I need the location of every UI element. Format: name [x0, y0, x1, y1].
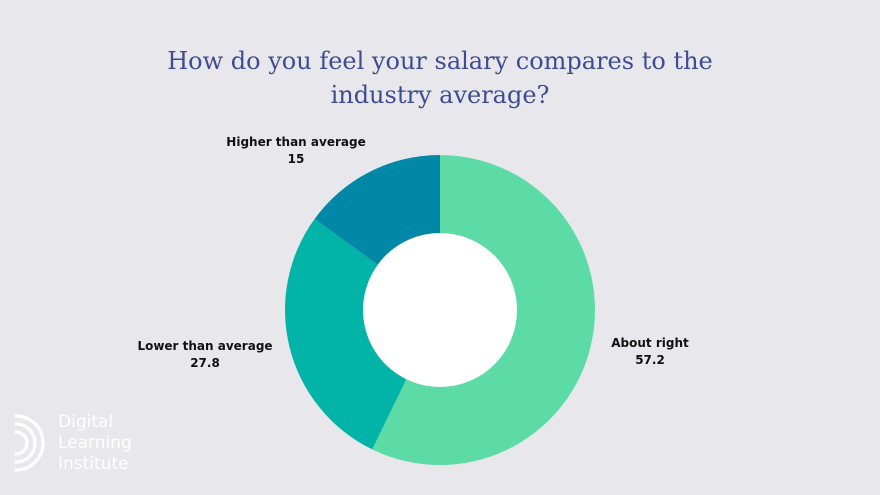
slice-value-label: 15: [287, 152, 305, 166]
logo-line: Institute: [58, 453, 129, 474]
donut-slice-lower-than-average: [284, 218, 440, 450]
slice-label-higher-than-average: Higher than average 15: [226, 134, 365, 168]
logo-wordmark: Digital Learning Institute: [58, 412, 132, 475]
logo-arcs-icon: [14, 414, 45, 472]
logo-line: Learning: [58, 432, 132, 453]
slice-category-label: About right: [611, 336, 689, 350]
slice-category-label: Higher than average: [226, 135, 366, 149]
chart-title: How do you feel your salary compares to …: [167, 47, 713, 109]
logo-line: Digital: [58, 411, 114, 432]
slice-category-label: Lower than average: [137, 339, 273, 353]
slice-label-about-right: About right 57.2: [611, 335, 688, 369]
slice-value-label: 27.8: [190, 356, 220, 370]
slice-label-lower-than-average: Lower than average 27.8: [137, 338, 272, 372]
slice-value-label: 57.2: [635, 353, 665, 367]
digital-learning-institute-logo: Digital Learning Institute: [12, 408, 132, 478]
donut-hole: [363, 233, 517, 387]
